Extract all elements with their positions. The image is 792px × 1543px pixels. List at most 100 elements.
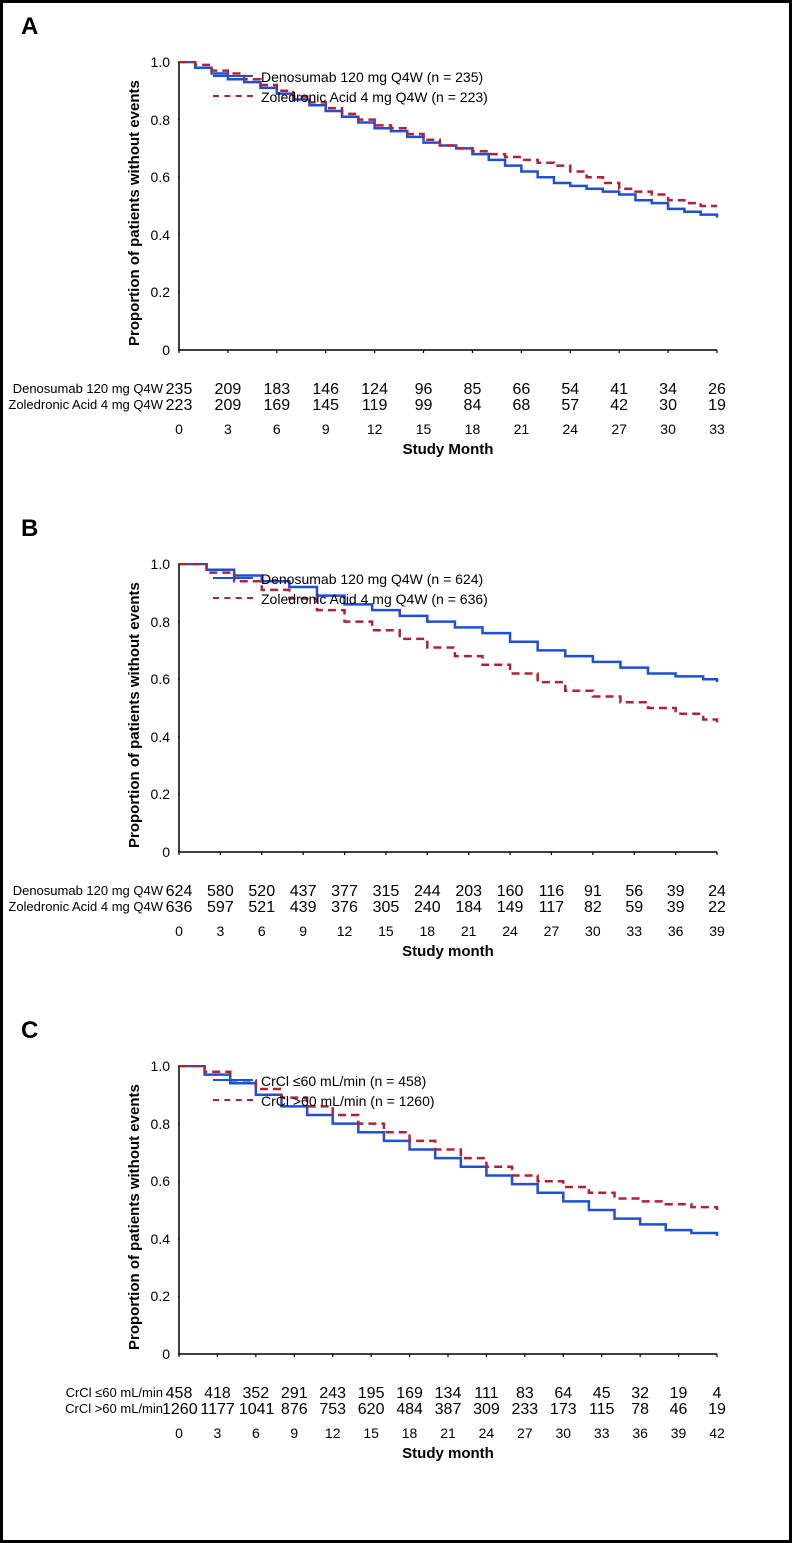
risk-cell: 119: [358, 397, 392, 415]
risk-cell: 46: [662, 1401, 696, 1419]
xtick-label: 9: [280, 1425, 308, 1441]
panel-label-B: B: [21, 515, 38, 543]
xtick-label: 12: [361, 421, 389, 437]
xtick-label: 15: [372, 923, 400, 939]
xtick-label: 0: [165, 421, 193, 437]
xtick-label: 12: [319, 1425, 347, 1441]
ytick-label: 0.8: [140, 1116, 170, 1132]
xtick-label: 24: [556, 421, 584, 437]
legend-label: Denosumab 120 mg Q4W (n = 624): [261, 571, 483, 587]
risk-cell: 484: [393, 1401, 427, 1419]
risk-cell: 78: [623, 1401, 657, 1419]
risk-cell: 1041: [239, 1401, 273, 1419]
xtick-label: 30: [549, 1425, 577, 1441]
risk-cell: 117: [534, 899, 568, 917]
legend-swatch: [213, 597, 253, 601]
risk-row-label: Denosumab 120 mg Q4W: [3, 381, 163, 396]
legend-item: Denosumab 120 mg Q4W (n = 235): [213, 67, 488, 87]
risk-cell: 597: [203, 899, 237, 917]
risk-cell: 99: [407, 397, 441, 415]
ytick-label: 0: [140, 844, 170, 860]
legend-swatch: [213, 75, 253, 79]
risk-cell: 376: [328, 899, 362, 917]
panel-label-A: A: [21, 13, 38, 41]
xtick-label: 0: [165, 923, 193, 939]
xtick-label: 33: [588, 1425, 616, 1441]
xtick-label: 18: [413, 923, 441, 939]
risk-cell: 84: [455, 397, 489, 415]
xtick-label: 42: [703, 1425, 731, 1441]
ytick-label: 0: [140, 342, 170, 358]
ytick-label: 0.6: [140, 169, 170, 185]
ytick-label: 0.2: [140, 284, 170, 300]
xtick-label: 18: [458, 421, 486, 437]
xtick-label: 12: [331, 923, 359, 939]
ytick-label: 0.8: [140, 614, 170, 630]
risk-cell: 115: [585, 1401, 619, 1419]
risk-row-label: CrCl ≤60 mL/min: [3, 1385, 163, 1400]
risk-cell: 30: [651, 397, 685, 415]
xtick-label: 39: [703, 923, 731, 939]
xtick-label: 30: [654, 421, 682, 437]
risk-row-label: Denosumab 120 mg Q4W: [3, 883, 163, 898]
legend: Denosumab 120 mg Q4W (n = 624) Zoledronic…: [213, 569, 488, 609]
figure-outer: A00.20.40.60.81.003691215182124273033Den…: [0, 0, 792, 1543]
risk-cell: 82: [576, 899, 610, 917]
legend-swatch: [213, 1099, 253, 1103]
panel-C: C00.20.40.60.81.003691215182124273033363…: [3, 1015, 789, 1515]
xtick-label: 27: [537, 923, 565, 939]
risk-cell: 173: [546, 1401, 580, 1419]
x-axis-label: Study month: [388, 1445, 508, 1462]
risk-cell: 169: [260, 397, 294, 415]
xtick-label: 3: [214, 421, 242, 437]
legend-label: Denosumab 120 mg Q4W (n = 235): [261, 69, 483, 85]
ytick-label: 1.0: [140, 54, 170, 70]
risk-cell: 753: [316, 1401, 350, 1419]
legend-item: Zoledronic Acid 4 mg Q4W (n = 636): [213, 589, 488, 609]
panel-A: A00.20.40.60.81.003691215182124273033Den…: [3, 11, 789, 511]
xtick-label: 21: [455, 923, 483, 939]
x-axis-label: Study month: [388, 943, 508, 960]
risk-cell: 57: [553, 397, 587, 415]
ytick-label: 0.4: [140, 1231, 170, 1247]
risk-cell: 68: [504, 397, 538, 415]
legend-swatch: [213, 95, 253, 99]
risk-cell: 22: [700, 899, 734, 917]
xtick-label: 21: [434, 1425, 462, 1441]
legend-item: CrCl >60 mL/min (n = 1260): [213, 1091, 435, 1111]
legend-label: Zoledronic Acid 4 mg Q4W (n = 223): [261, 89, 488, 105]
xtick-label: 3: [206, 923, 234, 939]
xtick-label: 21: [507, 421, 535, 437]
risk-cell: 439: [286, 899, 320, 917]
x-axis-label: Study Month: [388, 441, 508, 458]
risk-cell: 1260: [162, 1401, 196, 1419]
risk-row-label: Zoledronic Acid 4 mg Q4W: [3, 899, 163, 914]
y-axis-label: Proportion of patients without events: [126, 1084, 143, 1350]
risk-cell: 233: [508, 1401, 542, 1419]
xtick-label: 24: [496, 923, 524, 939]
xtick-label: 9: [312, 421, 340, 437]
xtick-label: 33: [620, 923, 648, 939]
legend-item: Denosumab 120 mg Q4W (n = 624): [213, 569, 488, 589]
risk-cell: 240: [410, 899, 444, 917]
y-axis-label: Proportion of patients without events: [126, 80, 143, 346]
panel-B: B00.20.40.60.81.003691215182124273033363…: [3, 513, 789, 1013]
risk-cell: 209: [211, 397, 245, 415]
xtick-label: 39: [665, 1425, 693, 1441]
risk-cell: 39: [659, 899, 693, 917]
xtick-label: 18: [396, 1425, 424, 1441]
risk-cell: 184: [452, 899, 486, 917]
risk-cell: 521: [245, 899, 279, 917]
risk-cell: 42: [602, 397, 636, 415]
xtick-label: 30: [579, 923, 607, 939]
xtick-label: 0: [165, 1425, 193, 1441]
legend: Denosumab 120 mg Q4W (n = 235) Zoledronic…: [213, 67, 488, 107]
xtick-label: 27: [511, 1425, 539, 1441]
legend-item: Zoledronic Acid 4 mg Q4W (n = 223): [213, 87, 488, 107]
risk-cell: 387: [431, 1401, 465, 1419]
legend-swatch: [213, 1079, 253, 1083]
ytick-label: 0.2: [140, 786, 170, 802]
risk-cell: 223: [162, 397, 196, 415]
legend-label: CrCl ≤60 mL/min (n = 458): [261, 1073, 426, 1089]
ytick-label: 0: [140, 1346, 170, 1362]
